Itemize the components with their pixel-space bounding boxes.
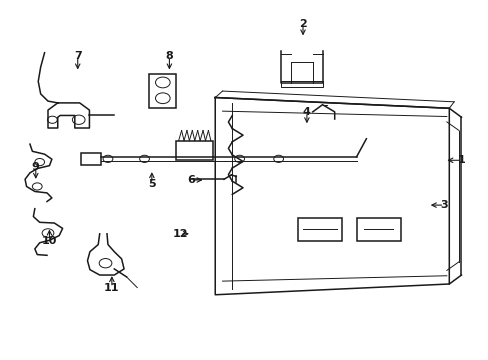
- Text: 8: 8: [165, 51, 173, 61]
- Text: 11: 11: [104, 283, 120, 293]
- Text: 9: 9: [32, 162, 40, 172]
- Bar: [356, 218, 400, 241]
- Text: 6: 6: [186, 175, 194, 185]
- Text: 10: 10: [41, 236, 57, 246]
- Text: 12: 12: [172, 229, 187, 239]
- Text: 5: 5: [148, 179, 155, 189]
- Bar: [149, 74, 176, 108]
- Text: 7: 7: [74, 51, 81, 61]
- Bar: [298, 218, 341, 241]
- Bar: [176, 140, 212, 160]
- Bar: [281, 81, 322, 87]
- Text: 1: 1: [457, 155, 465, 165]
- Text: 2: 2: [299, 19, 306, 29]
- Text: 3: 3: [440, 200, 447, 210]
- Text: 4: 4: [303, 107, 310, 117]
- Bar: [81, 153, 101, 165]
